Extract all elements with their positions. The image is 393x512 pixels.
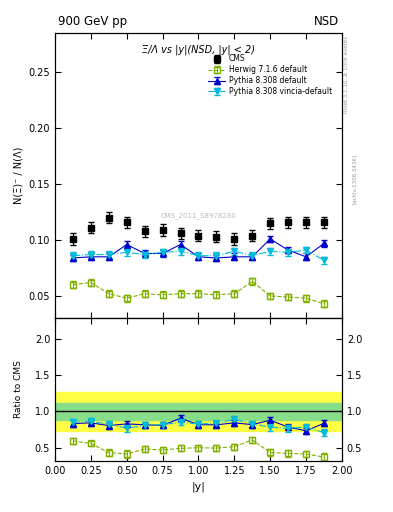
Y-axis label: N(Ξ)⁻ / N(Λ): N(Ξ)⁻ / N(Λ) xyxy=(13,147,24,204)
Bar xyxy=(55,402,342,420)
Y-axis label: Ratio to CMS: Ratio to CMS xyxy=(15,360,24,418)
Text: NSD: NSD xyxy=(314,14,339,28)
Text: CMS_2011_S8978280: CMS_2011_S8978280 xyxy=(161,212,236,219)
Text: 900 GeV pp: 900 GeV pp xyxy=(58,14,127,28)
Bar xyxy=(55,392,342,431)
Text: Ξ̅/Λ vs |y|(NSD, |y| < 2): Ξ̅/Λ vs |y|(NSD, |y| < 2) xyxy=(142,45,255,55)
Text: Rivet 3.1.10, ≥ 100k events: Rivet 3.1.10, ≥ 100k events xyxy=(344,36,349,113)
X-axis label: |y|: |y| xyxy=(191,481,206,492)
Legend: CMS, Herwig 7.1.6 default, Pythia 8.308 default, Pythia 8.308 vincia-default: CMS, Herwig 7.1.6 default, Pythia 8.308 … xyxy=(205,51,335,99)
Text: [arXiv:1306.3436]: [arXiv:1306.3436] xyxy=(352,154,357,204)
